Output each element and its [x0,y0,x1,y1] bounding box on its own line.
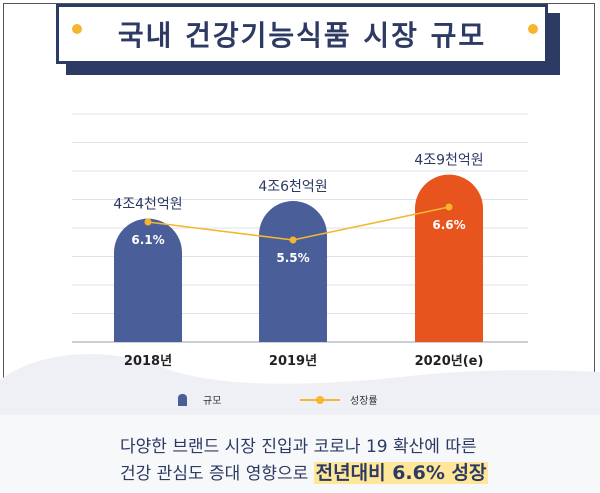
x-tick-label: 2018년 [124,354,172,369]
background-wave [0,353,600,420]
x-tick-label: 2019년 [269,354,317,369]
title-box: 국내 건강기능식품 시장 규모 [56,4,548,64]
bar-value-label: 4조9천억원 [414,153,483,169]
caption-band [0,415,600,493]
caption-highlight: 전년대비 6.6% 성장 [313,462,489,484]
growth-point [445,203,453,211]
x-tick-label: 2020년(e) [415,354,484,369]
growth-value-label: 5.5% [276,251,309,265]
legend-bar-label: 규모 [203,396,222,407]
caption-line-2: 건강 관심도 증대 영향으로 [120,464,309,484]
chart-labels: 4조4천억원 2018년 4조6천억원 2019년 4조9천억원 2020년(e) 6.1%… [113,153,483,369]
legend-bar-swatch [178,393,187,406]
growth-line-series [144,203,453,244]
bar-value-label: 4조6천억원 [258,179,327,195]
legend-item-line: 성장률 [300,392,378,407]
legend-item-bar: 규모 [178,392,221,407]
title-dot-right [528,24,538,34]
legend-line-swatch [300,395,340,404]
bar [259,201,327,342]
caption: 다양한 브랜드 시장 진입과 코로나 19 확산에 따른 건강 관심도 증대 영… [120,434,560,487]
title-dot-left [72,24,82,34]
bar-value-label: 4조4천억원 [113,197,182,213]
growth-value-label: 6.6% [432,218,465,232]
legend-line-label: 성장률 [350,396,378,407]
caption-line-1: 다양한 브랜드 시장 진입과 코로나 19 확산에 따른 [120,437,477,457]
caption-line-2-wrap: 건강 관심도 증대 영향으로 전년대비 6.6% 성장 [120,460,560,487]
bar [114,218,182,342]
chart-title: 국내 건강기능식품 시장 규모 [117,19,487,52]
bar [415,174,483,342]
growth-value-label: 6.1% [131,233,164,247]
bar-series [114,174,483,342]
growth-point [289,236,297,244]
growth-point [144,218,152,226]
